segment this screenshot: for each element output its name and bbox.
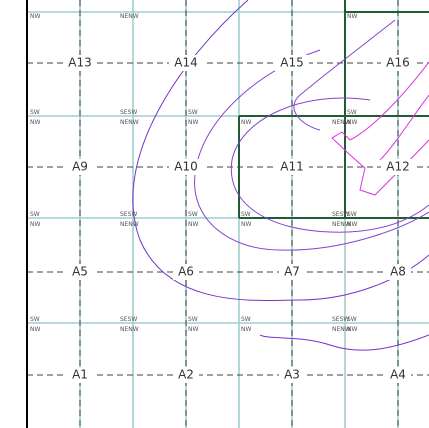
corner-mark-sw-a1: SW bbox=[30, 316, 40, 323]
corner-mark-sw-a3: SW bbox=[241, 316, 251, 323]
contour-far bbox=[259, 334, 429, 351]
corner-mark-nenw-a1: NENW bbox=[120, 326, 139, 333]
contour-inner-pink bbox=[331, 61, 429, 196]
label-bg-a8 bbox=[385, 264, 411, 280]
corner-mark-sw-a2: SW bbox=[188, 316, 198, 323]
corner-mark-nenw-a5: NENW bbox=[120, 221, 139, 228]
corner-mark-nw-a10: NW bbox=[188, 119, 198, 126]
corner-mark-nw: NW bbox=[30, 13, 40, 20]
corner-mark-sesw-a7: SESW bbox=[332, 211, 349, 218]
corner-mark-sw-a8: SW bbox=[347, 211, 357, 218]
label-bg-a1 bbox=[67, 367, 93, 383]
corner-mark-nw-a1: NW bbox=[30, 326, 40, 333]
corner-marks: NW NENW SW SESW NW NENW SW NW NW NENW SW… bbox=[30, 13, 357, 333]
cell-labels: A13 A14 A15 A16 A9 A10 A11 A12 A5 A6 A7 … bbox=[63, 55, 415, 383]
label-bg-a3 bbox=[279, 367, 305, 383]
corner-mark-nw-a12: NW bbox=[347, 119, 357, 126]
corner-mark-nw-a7: NW bbox=[241, 221, 251, 228]
cell-label-a4: A4 bbox=[390, 368, 406, 382]
cell-label-a2: A2 bbox=[178, 368, 194, 382]
label-bg-a16 bbox=[381, 55, 415, 71]
label-bg-a12 bbox=[381, 159, 415, 175]
contours bbox=[132, 0, 429, 351]
cell-label-a14: A14 bbox=[174, 56, 197, 70]
corner-mark-nw-a3: NW bbox=[241, 326, 251, 333]
label-bg-a5 bbox=[67, 264, 93, 280]
label-bg-a4 bbox=[385, 367, 411, 383]
corner-mark-nw-a4: NW bbox=[347, 326, 357, 333]
corner-mark-nw-a11: NW bbox=[241, 119, 251, 126]
corner-mark-nw-a2: NW bbox=[188, 326, 198, 333]
dashed-lines bbox=[27, 0, 429, 428]
corner-mark-nenw-a3: NENW bbox=[332, 326, 351, 333]
corner-mark-sw-a9: SW bbox=[30, 109, 40, 116]
cell-label-a12: A12 bbox=[386, 160, 409, 174]
label-bg-a11 bbox=[275, 159, 309, 175]
corner-mark-nw-a8: NW bbox=[347, 221, 357, 228]
corner-mark-sw-a7: SW bbox=[241, 211, 251, 218]
corner-mark-nenw-a7: NENW bbox=[332, 221, 351, 228]
corner-mark-nw-a16: NW bbox=[347, 13, 357, 20]
corner-mark-nw-a5: NW bbox=[30, 221, 40, 228]
label-bg-a9 bbox=[67, 159, 93, 175]
corner-mark-sesw-a1: SESW bbox=[120, 316, 137, 323]
corner-mark-nenw-a11: NENW bbox=[332, 119, 351, 126]
label-bg-a13 bbox=[63, 55, 97, 71]
label-bg-a14 bbox=[169, 55, 203, 71]
highlight-block bbox=[238, 0, 429, 219]
contour-mid bbox=[194, 49, 429, 251]
corner-mark-sw-a5: SW bbox=[30, 211, 40, 218]
cell-label-a13: A13 bbox=[68, 56, 91, 70]
contour-outer bbox=[132, 0, 429, 301]
label-bg-a7 bbox=[279, 264, 305, 280]
cell-label-a15: A15 bbox=[280, 56, 303, 70]
cell-label-a5: A5 bbox=[72, 265, 88, 279]
label-bg-a10 bbox=[169, 159, 203, 175]
cell-label-a9: A9 bbox=[72, 160, 88, 174]
corner-mark-nenw-a9: NENW bbox=[120, 119, 139, 126]
contour-inner-pink-2 bbox=[379, 94, 429, 161]
cell-label-a1: A1 bbox=[72, 368, 88, 382]
corner-mark-sw-a6: SW bbox=[188, 211, 198, 218]
cell-label-a3: A3 bbox=[284, 368, 300, 382]
cell-label-a7: A7 bbox=[284, 265, 300, 279]
cell-label-a6: A6 bbox=[178, 265, 194, 279]
contour-inner-ring bbox=[230, 97, 429, 233]
label-bg-a2 bbox=[173, 367, 199, 383]
corner-mark-sesw-a3: SESW bbox=[332, 316, 349, 323]
corner-mark-sw-a10: SW bbox=[188, 109, 198, 116]
cell-label-a11: A11 bbox=[280, 160, 303, 174]
corner-mark-sw-a11top: SW bbox=[347, 109, 357, 116]
cell-label-a10: A10 bbox=[174, 160, 197, 174]
corner-mark-sesw-a9: SESW bbox=[120, 109, 137, 116]
corner-mark-sw-a4: SW bbox=[347, 316, 357, 323]
corner-mark-nw-a9: NW bbox=[30, 119, 40, 126]
label-bg-a6 bbox=[173, 264, 199, 280]
corner-mark-nw-a6: NW bbox=[188, 221, 198, 228]
corner-mark-sesw-a5: SESW bbox=[120, 211, 137, 218]
cell-label-a16: A16 bbox=[386, 56, 409, 70]
corner-mark-nenw: NENW bbox=[120, 13, 139, 20]
cell-label-a8: A8 bbox=[390, 265, 406, 279]
contour-lobe bbox=[293, 19, 396, 131]
label-bg-a15 bbox=[275, 55, 309, 71]
